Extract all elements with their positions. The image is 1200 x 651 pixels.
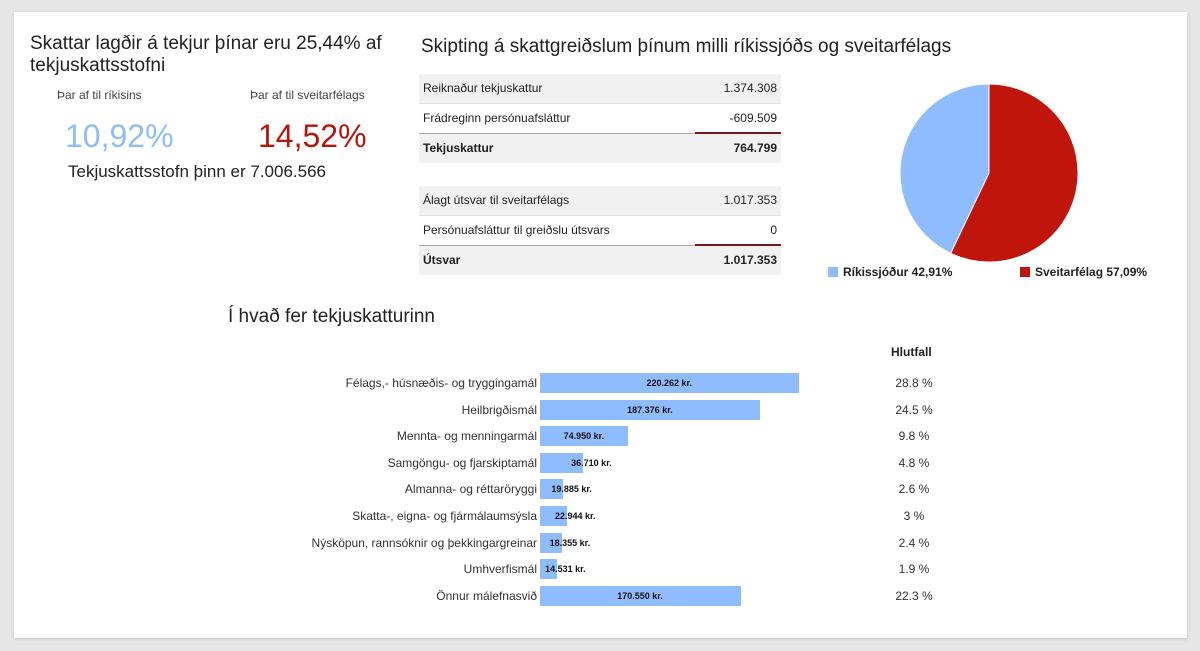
municipal-share-pct: 14,52% <box>258 118 367 154</box>
bar-category-label: Skatta-, eigna- og fjármálaumsýsla <box>352 509 537 523</box>
bar[interactable] <box>540 559 558 580</box>
row-label: Frádreginn persónuafsláttur <box>423 111 571 125</box>
bar[interactable] <box>540 426 629 447</box>
bar-value-label: 170.550 kr. <box>617 590 663 601</box>
bar[interactable] <box>540 506 567 526</box>
dashboard-card: Skattar lagðir á tekjur þínar eru 25,44%… <box>14 12 1187 638</box>
breakdown-title: Í hvað fer tekjuskatturinn <box>228 306 435 327</box>
legend-swatch <box>828 267 838 277</box>
pie-slice-sveitarfelag[interactable] <box>949 83 1079 263</box>
sum-underline <box>695 244 781 246</box>
row-value: 764.799 <box>733 141 777 155</box>
bar-percent-label: 4.8 % <box>898 455 930 470</box>
bar[interactable] <box>540 585 741 606</box>
row-label: Útsvar <box>423 253 461 267</box>
bar[interactable] <box>540 399 761 420</box>
row-value: 0 <box>770 223 777 237</box>
distribution-title: Skipting á skattgreiðslum þínum milli rí… <box>421 36 952 57</box>
row-label: Tekjuskattur <box>423 141 494 155</box>
bar-percent-label: 2.4 % <box>898 535 930 550</box>
row-label: Álagt útsvar til sveitarfélags <box>423 193 570 207</box>
legend-item-rikissjodur[interactable]: Ríkissjóður 42,91% <box>828 265 952 279</box>
bar-percent-label: 28.8 % <box>895 376 933 390</box>
legend-item-sveitarfelag[interactable]: Sveitarfélag 57,09% <box>1020 265 1147 279</box>
row-divider <box>419 245 781 246</box>
row-value: 1.374.308 <box>723 81 777 95</box>
bar-category-label: Nýsköpun, rannsóknir og þekkingargreinar <box>311 535 537 550</box>
row-label: Reiknaður tekjuskattur <box>423 81 543 95</box>
row-value: -609.509 <box>729 111 777 125</box>
bar-category-label: Önnur málefnasvið <box>436 588 537 603</box>
bar-category-label: Umhverfismál <box>463 562 537 577</box>
table-row: Persónuafsláttur til greiðslu útsvars 0 <box>419 216 781 246</box>
legend-label: Sveitarfélag 57,09% <box>1035 265 1148 279</box>
table-row-total: Tekjuskattur 764.799 <box>419 134 781 163</box>
tax-headline: Skattar lagðir á tekjur þínar eru 25,44%… <box>30 33 382 76</box>
row-divider <box>419 133 781 134</box>
percent-column-header: Hlutfall <box>891 345 932 359</box>
bar-category-label: Samgöngu- og fjarskiptamál <box>387 455 537 470</box>
legend-label: Ríkissjóður 42,91% <box>843 265 953 279</box>
bar-value-label: 220.262 kr. <box>646 378 693 388</box>
municipal-share-label: Þar af til sveitarfélags <box>250 88 365 102</box>
tax-base-text: Tekjuskattsstofn þinn er 7.006.566 <box>68 162 326 181</box>
table-row: Reiknaður tekjuskattur 1.374.308 <box>419 74 781 104</box>
bar-value-label: 187.376 kr. <box>627 404 673 415</box>
table-row-total: Útsvar 1.017.353 <box>419 246 781 275</box>
row-value: 1.017.353 <box>723 193 777 207</box>
state-share-pct: 10,92% <box>65 118 174 154</box>
table-row: Frádreginn persónuafsláttur -609.509 <box>419 104 781 134</box>
bar-percent-label: 1.9 % <box>898 562 930 577</box>
distribution-pie-chart <box>899 83 1079 263</box>
bar-percent-label: 3 % <box>903 509 925 523</box>
table-row: Álagt útsvar til sveitarfélags 1.017.353 <box>419 186 781 216</box>
bar-percent-label: 9.8 % <box>898 429 930 444</box>
bar-value-label: 14.531 kr. <box>545 564 586 575</box>
sum-underline <box>695 132 781 134</box>
bar-value-label: 19.885 kr. <box>551 484 592 495</box>
income-tax-table: Reiknaður tekjuskattur 1.374.308 Frádreg… <box>419 74 781 163</box>
state-share-label: Þar af til ríkisins <box>57 88 142 102</box>
bar-percent-label: 22.3 % <box>895 588 933 603</box>
bar-percent-label: 2.6 % <box>898 482 930 497</box>
bar-percent-label: 24.5 % <box>895 402 933 417</box>
bar-value-label: 36.710 kr. <box>571 457 612 468</box>
row-label: Persónuafsláttur til greiðslu útsvars <box>423 223 610 237</box>
municipal-tax-table: Álagt útsvar til sveitarfélags 1.017.353… <box>419 186 781 275</box>
bar-value-label: 74.950 kr. <box>563 431 605 442</box>
bar-category-label: Félags,- húsnæðis- og tryggingamál <box>345 376 537 390</box>
bar[interactable] <box>540 373 799 393</box>
bar-category-label: Almanna- og réttaröryggi <box>404 482 537 497</box>
legend-swatch <box>1020 267 1030 277</box>
bar-value-label: 22.944 kr. <box>554 511 596 521</box>
bar-category-label: Mennta- og menningarmál <box>396 429 537 444</box>
bar-value-label: 18.355 kr. <box>549 537 591 548</box>
bar-category-label: Heilbrigðismál <box>461 402 537 417</box>
bar[interactable] <box>540 452 584 473</box>
row-value: 1.017.353 <box>723 253 777 267</box>
bar[interactable] <box>540 479 564 500</box>
bar[interactable] <box>540 532 562 553</box>
pie-slice-rikissjodur[interactable] <box>899 83 990 254</box>
